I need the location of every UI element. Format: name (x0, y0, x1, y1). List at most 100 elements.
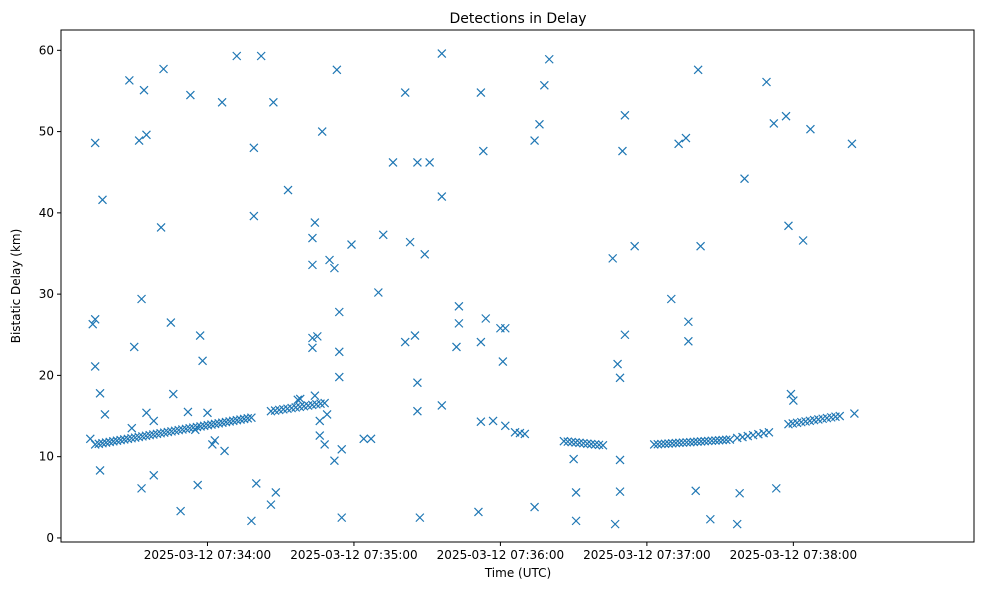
data-point (667, 438, 677, 448)
data-point (759, 428, 769, 438)
y-tick-label: 0 (46, 531, 54, 545)
data-point (847, 139, 857, 149)
data-point (539, 80, 549, 90)
data-point (98, 195, 107, 205)
data-point (112, 436, 122, 446)
data-point (437, 49, 447, 58)
data-point (116, 435, 126, 445)
data-point (90, 362, 100, 371)
data-point (366, 434, 376, 444)
data-point (192, 422, 202, 432)
data-point (594, 440, 604, 450)
data-point (798, 236, 808, 245)
y-axis-label: Bistatic Delay (km) (9, 229, 23, 344)
data-point (325, 255, 334, 265)
data-point (94, 439, 104, 449)
data-point (678, 438, 688, 448)
data-point (293, 395, 303, 405)
data-point (771, 483, 781, 493)
data-point (232, 415, 242, 425)
data-point (236, 415, 245, 424)
y-tick-label: 60 (39, 43, 54, 57)
y-tick-label: 10 (39, 450, 54, 464)
data-point (703, 436, 713, 446)
data-point (310, 391, 320, 401)
data-point (400, 88, 410, 98)
data-point (337, 513, 347, 523)
data-point (806, 124, 815, 134)
data-point (535, 119, 544, 129)
data-point (671, 438, 681, 448)
data-point (334, 372, 344, 382)
data-point (225, 416, 235, 426)
data-point (569, 454, 579, 464)
data-points (85, 49, 859, 529)
data-point (781, 111, 791, 121)
data-point (295, 394, 305, 404)
data-point (88, 319, 98, 329)
data-point (149, 470, 159, 480)
data-point (410, 331, 420, 340)
data-point (214, 418, 224, 428)
data-point (90, 314, 100, 324)
data-point (530, 136, 540, 145)
data-point (181, 424, 191, 434)
data-point (613, 359, 623, 369)
data-point (256, 51, 266, 61)
data-point (571, 516, 581, 526)
data-point (90, 138, 100, 148)
data-point (452, 342, 461, 352)
data-point (199, 421, 209, 431)
data-point (139, 85, 149, 95)
data-point (95, 466, 105, 475)
data-point (130, 433, 140, 443)
data-point (769, 119, 779, 128)
data-point (310, 218, 320, 228)
data-point (217, 418, 227, 428)
data-point (705, 514, 715, 524)
data-point (127, 433, 136, 443)
data-point (312, 331, 322, 341)
data-point (166, 318, 176, 327)
data-point (590, 440, 600, 449)
data-point (740, 174, 749, 184)
data-point (249, 143, 259, 153)
data-point (454, 301, 464, 311)
data-point (203, 420, 213, 430)
data-point (190, 425, 200, 435)
data-point (317, 127, 327, 137)
data-point (152, 429, 162, 439)
data-point (137, 483, 146, 493)
data-point (98, 438, 107, 448)
data-point (203, 408, 212, 418)
data-point (425, 158, 435, 167)
data-point (142, 408, 151, 418)
data-point (308, 343, 317, 353)
data-point (849, 409, 859, 419)
data-point (308, 260, 317, 270)
data-point (170, 426, 180, 436)
data-point (732, 433, 742, 443)
data-point (762, 77, 771, 87)
data-point (185, 90, 195, 100)
data-point (359, 434, 369, 444)
data-point (177, 425, 187, 434)
data-point (268, 97, 278, 107)
data-point (266, 500, 276, 510)
data-point (735, 488, 745, 498)
data-point (137, 431, 147, 441)
data-point (283, 185, 293, 195)
data-point (476, 417, 486, 427)
data-point (124, 75, 134, 85)
data-point (498, 357, 508, 367)
data-point (217, 97, 227, 107)
data-point (683, 336, 693, 346)
data-point (681, 133, 691, 143)
data-point (95, 388, 105, 398)
data-point (246, 413, 256, 423)
data-point (100, 409, 110, 419)
data-point (544, 54, 554, 64)
data-point (334, 307, 344, 317)
data-point (481, 314, 491, 323)
